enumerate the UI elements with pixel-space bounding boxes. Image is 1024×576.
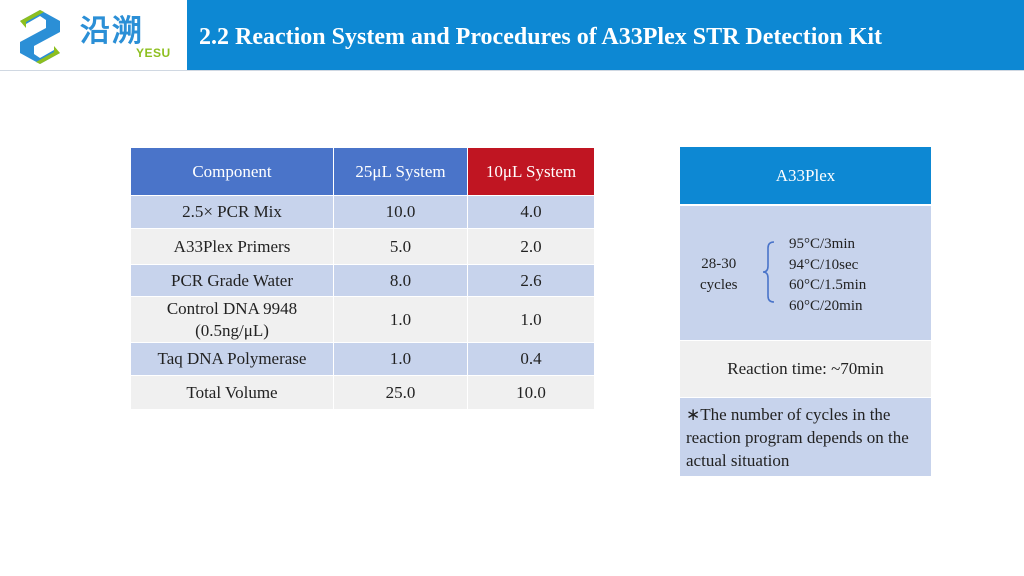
cell-10ul: 4.0 bbox=[467, 195, 595, 229]
cell-component: 2.5× PCR Mix bbox=[130, 195, 334, 229]
reaction-time: Reaction time: ~70min bbox=[680, 341, 931, 397]
page-title: 2.2 Reaction System and Procedures of A3… bbox=[199, 24, 883, 50]
cycles-label: 28-30 cycles bbox=[700, 254, 737, 296]
cycles-word: cycles bbox=[700, 277, 738, 293]
column-header-10ul: 10μL System bbox=[467, 147, 595, 196]
table-row: A33Plex Primers 5.0 2.0 bbox=[130, 228, 595, 265]
step-item: 95°C/3min bbox=[789, 236, 856, 252]
cell-10ul: 10.0 bbox=[467, 375, 595, 410]
step-item: 94°C/10sec bbox=[789, 256, 859, 273]
left-brace-icon bbox=[762, 241, 775, 303]
table-row: Control DNA 9948 (0.5ng/μL) 1.0 1.0 bbox=[130, 296, 595, 343]
cell-25ul: 1.0 bbox=[333, 296, 468, 343]
cell-10ul: 2.6 bbox=[467, 264, 595, 297]
cell-component: Total Volume bbox=[130, 375, 334, 410]
cell-component: A33Plex Primers bbox=[130, 228, 334, 265]
cell-component: Control DNA 9948 (0.5ng/μL) bbox=[130, 296, 334, 343]
cell-25ul: 8.0 bbox=[333, 264, 468, 297]
cell-component: Taq DNA Polymerase bbox=[130, 342, 334, 376]
logo-chinese-name: 沿溯 bbox=[80, 14, 144, 49]
reaction-system-table: Component 25μL System 10μL System 2.5× P… bbox=[130, 147, 595, 410]
yesu-logo-icon bbox=[20, 10, 60, 64]
cell-10ul: 0.4 bbox=[467, 342, 595, 376]
table-row: Total Volume 25.0 10.0 bbox=[130, 375, 595, 410]
temperature-steps: 95°C/3min 94°C/10sec 60°C/1.5min 60°C/20… bbox=[789, 234, 866, 316]
cell-component: PCR Grade Water bbox=[130, 264, 334, 297]
cell-25ul: 5.0 bbox=[333, 228, 468, 265]
step-item: 60°C/1.5min bbox=[789, 277, 867, 293]
cycles-count: 28-30 bbox=[701, 256, 737, 272]
cell-component-line2: (0.5ng/μL) bbox=[195, 320, 269, 340]
panel-title: A33Plex bbox=[680, 147, 931, 204]
header-divider bbox=[0, 70, 1024, 71]
table-row: 2.5× PCR Mix 10.0 4.0 bbox=[130, 195, 595, 229]
table-header-row: Component 25μL System 10μL System bbox=[130, 147, 595, 196]
cell-25ul: 1.0 bbox=[333, 342, 468, 376]
company-logo: 沿溯 YESU bbox=[0, 0, 186, 70]
logo-english-name: YESU bbox=[136, 46, 171, 60]
pcr-program-panel: A33Plex 28-30 cycles 95°C/3min 94°C/10se… bbox=[680, 147, 931, 476]
cell-10ul: 2.0 bbox=[467, 228, 595, 265]
cell-25ul: 10.0 bbox=[333, 195, 468, 229]
column-header-25ul: 25μL System bbox=[333, 147, 468, 196]
cell-10ul: 1.0 bbox=[467, 296, 595, 343]
table-row: Taq DNA Polymerase 1.0 0.4 bbox=[130, 342, 595, 376]
cell-25ul: 25.0 bbox=[333, 375, 468, 410]
step-item: 60°C/20min bbox=[789, 297, 863, 314]
cycling-conditions: 28-30 cycles 95°C/3min 94°C/10sec 60°C/1… bbox=[680, 206, 931, 340]
column-header-component: Component bbox=[130, 147, 334, 196]
cycles-footnote: ∗The number of cycles in the reaction pr… bbox=[680, 398, 931, 476]
table-row: PCR Grade Water 8.0 2.6 bbox=[130, 264, 595, 297]
cell-component-line1: Control DNA 9948 bbox=[166, 298, 298, 318]
title-bar: 2.2 Reaction System and Procedures of A3… bbox=[187, 0, 1024, 70]
